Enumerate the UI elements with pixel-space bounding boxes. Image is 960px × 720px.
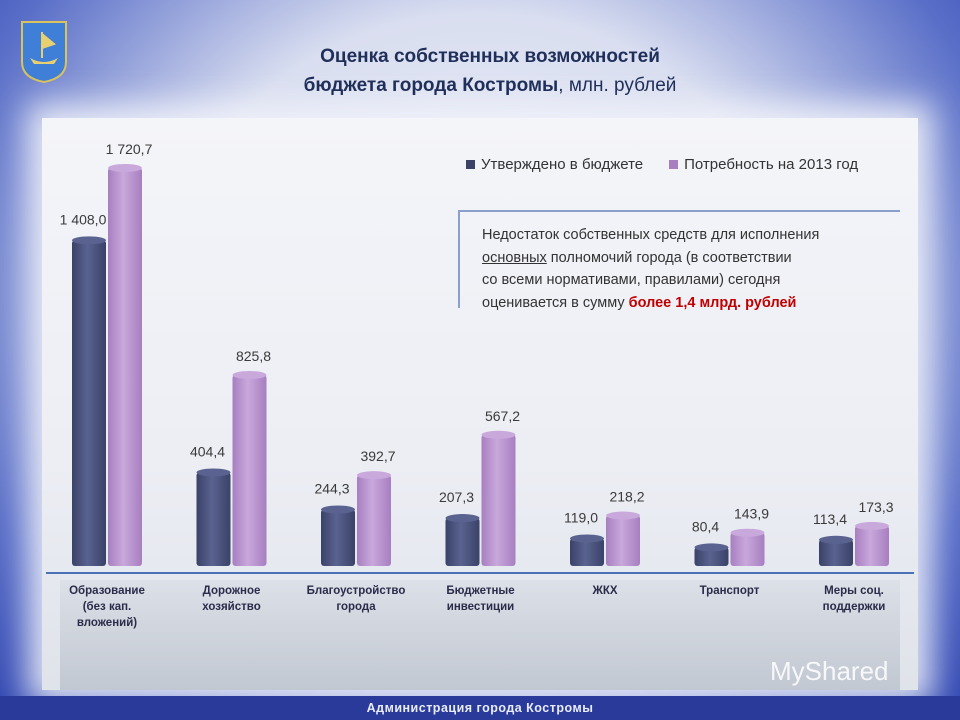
data-label-approved-3: 207,3	[439, 489, 474, 505]
bar-approved-0	[72, 240, 106, 567]
bar-need-1	[232, 374, 267, 566]
bar-need-5	[730, 532, 765, 566]
city-background	[60, 580, 900, 690]
bar-approved-2	[321, 509, 355, 566]
bar-cap-approved-2	[321, 505, 355, 514]
bar-need-4	[606, 515, 640, 566]
data-label-approved-5: 80,4	[692, 518, 719, 534]
legend-swatch-approved	[466, 160, 475, 169]
data-label-need-5: 143,9	[734, 506, 769, 522]
data-label-approved-1: 404,4	[190, 443, 225, 459]
data-label-approved-2: 244,3	[314, 480, 349, 496]
bar-approved-5	[694, 547, 729, 566]
data-label-need-0: 1 720,7	[106, 141, 153, 157]
category-label-5-0: Транспорт	[700, 585, 760, 597]
bar-approved-1	[196, 472, 231, 566]
legend-item-approved: Утверждено в бюджете	[466, 156, 643, 173]
chart-legend: Утверждено в бюджете Потребность на 2013…	[466, 156, 858, 173]
data-label-need-2: 392,7	[360, 448, 395, 464]
category-label-4-0: ЖКХ	[591, 585, 617, 597]
data-label-need-1: 825,8	[236, 348, 271, 364]
category-label-0-0: Образование	[69, 585, 145, 597]
bar-need-2	[357, 475, 391, 566]
bar-approved-4	[570, 538, 604, 566]
legend-item-need: Потребность на 2013 год	[669, 156, 858, 173]
bar-approved-3	[445, 518, 480, 566]
bar-cap-need-1	[232, 370, 267, 379]
city-emblem-icon	[21, 21, 67, 84]
category-label-1-1: хозяйство	[202, 601, 260, 613]
bar-cap-approved-6	[819, 535, 853, 544]
bar-cap-approved-3	[445, 514, 480, 523]
data-label-approved-4: 119,0	[564, 509, 598, 525]
data-label-need-6: 173,3	[858, 499, 893, 515]
data-label-need-3: 567,2	[485, 408, 520, 424]
category-label-0-1: (без кап.	[83, 601, 132, 613]
watermark: MyShared	[770, 656, 889, 686]
category-label-6-0: Меры соц.	[824, 585, 884, 597]
bar-cap-approved-4	[570, 534, 604, 543]
category-label-3-0: Бюджетные	[446, 585, 514, 597]
bar-need-6	[855, 525, 889, 566]
note-text: Недостаток собственных средств для испол…	[482, 227, 820, 311]
bar-cap-approved-0	[72, 236, 106, 245]
category-label-1-0: Дорожное	[203, 585, 261, 597]
category-label-6-1: поддержки	[823, 601, 886, 613]
bar-approved-6	[819, 539, 853, 566]
category-label-2-1: города	[336, 601, 376, 613]
data-label-approved-0: 1 408,0	[60, 211, 107, 227]
note-border	[458, 210, 900, 308]
data-label-need-4: 218,2	[609, 489, 644, 505]
bar-cap-need-2	[357, 471, 391, 480]
bar-cap-need-6	[855, 521, 889, 530]
bar-cap-approved-1	[196, 468, 231, 477]
category-label-0-2: вложений)	[77, 617, 137, 629]
bar-cap-need-3	[481, 430, 516, 439]
category-label-2-0: Благоустройство	[307, 585, 406, 597]
footer: Администрация города Костромы	[0, 696, 960, 720]
page-title: Оценка собственных возможностей бюджета …	[303, 46, 677, 96]
data-label-approved-6: 113,4	[813, 511, 847, 527]
category-label-3-1: инвестиции	[447, 601, 514, 613]
legend-swatch-need	[669, 160, 679, 169]
bar-need-0	[108, 168, 142, 566]
bar-cap-approved-5	[694, 543, 729, 552]
bar-cap-need-4	[606, 511, 640, 520]
bar-cap-need-5	[730, 528, 765, 537]
bar-cap-need-0	[108, 164, 142, 172]
bar-need-3	[481, 434, 516, 566]
